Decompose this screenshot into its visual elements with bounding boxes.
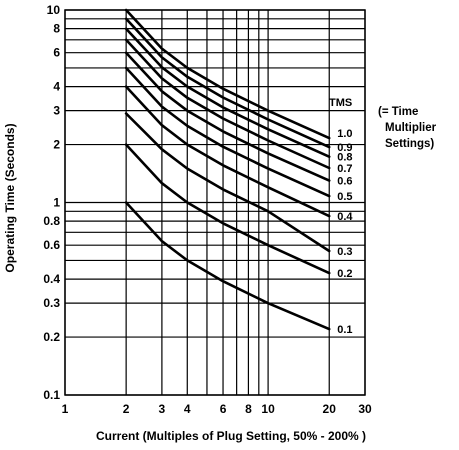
y-tick-label: 3 (53, 104, 60, 118)
y-tick-label: 2 (53, 138, 60, 152)
curve-tms-0-9 (124, 17, 331, 149)
y-tick-labels: 0.1 0.2 0.3 0.4 0.6 0.8 1 2 3 4 6 8 10 (43, 3, 60, 402)
x-tick-label: 8 (245, 402, 252, 416)
curve-tms-0-5 (124, 66, 331, 198)
x-tick-label: 1 (62, 402, 69, 416)
x-tick-label: 6 (220, 402, 227, 416)
series-label: 0.8 (337, 152, 352, 164)
series-label: 0.3 (337, 246, 352, 258)
y-tick-label: 0.3 (43, 296, 60, 310)
y-tick-label: 0.2 (43, 330, 60, 344)
series-label: 1.0 (337, 128, 352, 140)
y-tick-label: 6 (53, 46, 60, 60)
x-tick-labels: 1 2 3 4 6 8 10 20 30 (62, 402, 372, 416)
legend-note-line-1: (= Time (378, 106, 418, 118)
y-tick-label: 8 (53, 22, 60, 36)
legend-note-line-3: Settings) (385, 138, 434, 150)
series-label: 0.1 (337, 324, 352, 336)
legend-note-line-2: Multiplier (385, 122, 437, 134)
series-label: 0.2 (337, 268, 352, 280)
y-tick-label: 0.8 (43, 214, 60, 228)
curves (124, 8, 331, 331)
y-tick-label: 0.4 (43, 272, 60, 286)
y-tick-label: 4 (53, 80, 60, 94)
curve-tms-0-2 (124, 143, 331, 275)
series-labels: 0.1 0.2 0.3 0.4 0.5 0.60.70.80.9 1.0 (337, 128, 353, 336)
x-tick-label: 2 (123, 402, 130, 416)
series-label: 0.5 (337, 191, 352, 203)
curve-tms-0-6 (124, 51, 331, 182)
y-tick-label: 1 (53, 196, 60, 210)
curve-tms-0-4 (124, 85, 331, 218)
curve-tms-0-1 (124, 201, 331, 331)
series-label: 0.7 (337, 163, 352, 175)
curve-tms-0-7 (124, 38, 331, 170)
x-tick-label: 30 (358, 402, 372, 416)
x-tick-label: 3 (159, 402, 166, 416)
curve-tms-1-0 (124, 8, 331, 140)
series-label: 0.6 (337, 176, 352, 188)
x-tick-label: 4 (184, 402, 191, 416)
y-tick-label: 0.6 (43, 238, 60, 252)
y-tick-label: 10 (47, 3, 61, 17)
x-tick-label: 20 (323, 402, 337, 416)
series-label: 0.9 (337, 142, 352, 154)
x-axis-title: Current (Multiples of Plug Setting, 50% … (96, 429, 366, 443)
plot-frame (64, 9, 366, 396)
y-tick-label: 0.1 (43, 388, 60, 402)
legend-title: TMS (329, 97, 352, 109)
grid (64, 9, 366, 396)
y-axis-title: Operating Time (Seconds) (3, 123, 17, 272)
curve-tms-0-3 (124, 112, 331, 253)
x-tick-label: 10 (261, 402, 275, 416)
series-label: 0.4 (337, 211, 353, 223)
curve-tms-0-8 (124, 27, 331, 158)
